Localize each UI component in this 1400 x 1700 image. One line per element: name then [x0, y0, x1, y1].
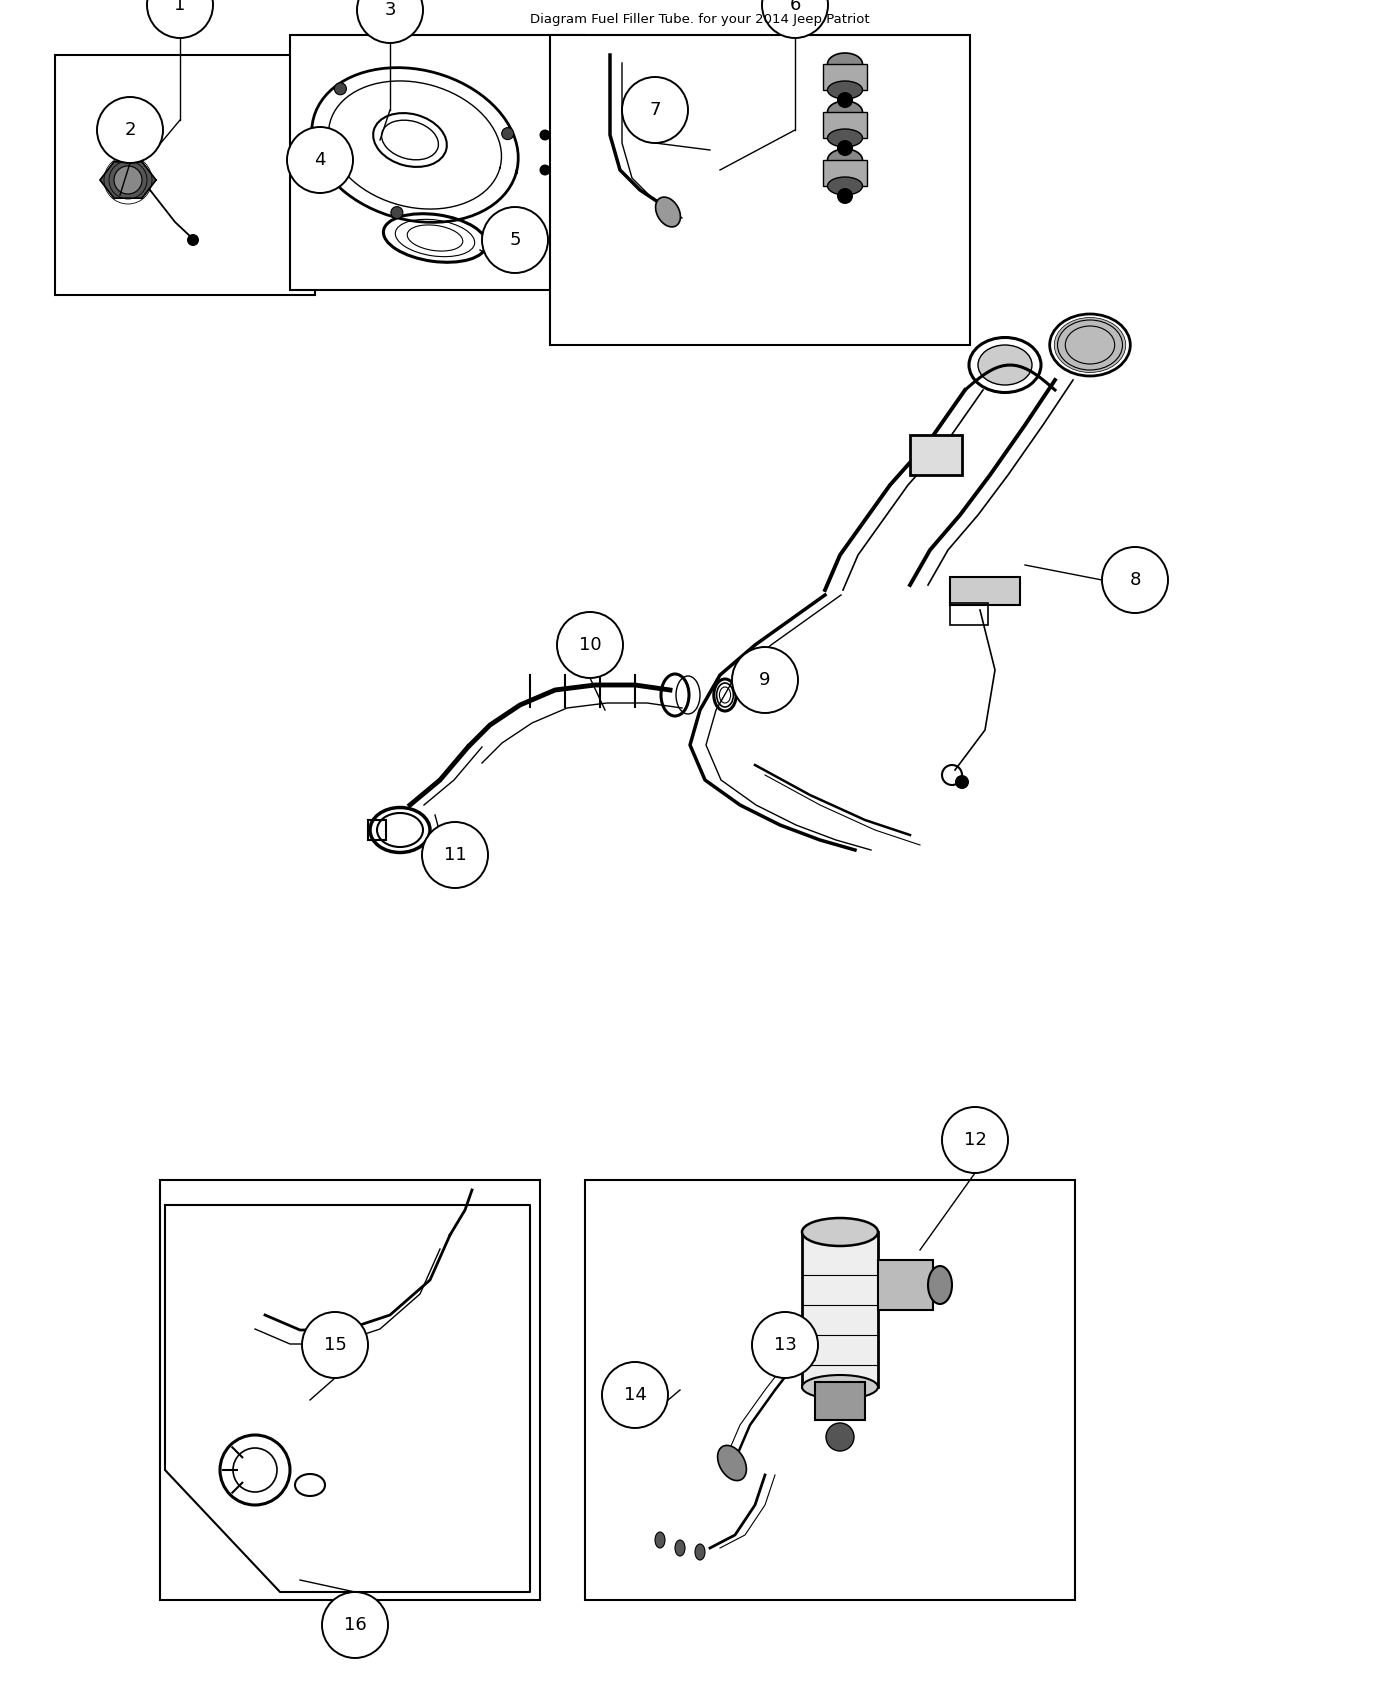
- Circle shape: [501, 128, 514, 139]
- Circle shape: [837, 92, 853, 109]
- Bar: [823, 65, 867, 90]
- Text: 9: 9: [759, 672, 771, 688]
- Circle shape: [557, 612, 623, 678]
- Text: 13: 13: [774, 1336, 797, 1353]
- Text: Diagram Fuel Filler Tube. for your 2014 Jeep Patriot: Diagram Fuel Filler Tube. for your 2014 …: [531, 14, 869, 27]
- Polygon shape: [165, 1205, 531, 1591]
- Circle shape: [837, 189, 853, 204]
- Ellipse shape: [802, 1217, 878, 1246]
- Ellipse shape: [1054, 318, 1126, 372]
- Circle shape: [622, 76, 687, 143]
- Circle shape: [302, 1312, 368, 1379]
- Bar: [55, 54, 315, 296]
- Circle shape: [335, 83, 346, 95]
- Circle shape: [539, 129, 550, 141]
- Circle shape: [1102, 547, 1168, 614]
- Circle shape: [762, 0, 827, 37]
- Ellipse shape: [979, 345, 1032, 384]
- Bar: [951, 576, 1021, 605]
- Circle shape: [391, 207, 403, 219]
- Bar: [290, 36, 585, 291]
- Bar: [951, 604, 988, 626]
- Text: 6: 6: [790, 0, 801, 14]
- Ellipse shape: [827, 53, 862, 75]
- Circle shape: [732, 648, 798, 712]
- Circle shape: [482, 207, 547, 274]
- Text: 2: 2: [125, 121, 136, 139]
- Circle shape: [147, 0, 213, 37]
- Circle shape: [826, 1423, 854, 1452]
- Ellipse shape: [827, 82, 862, 99]
- Text: 15: 15: [323, 1336, 346, 1353]
- Text: 4: 4: [314, 151, 326, 168]
- Circle shape: [539, 165, 550, 175]
- Bar: [160, 1180, 540, 1600]
- Bar: [550, 36, 970, 345]
- Ellipse shape: [802, 1375, 878, 1399]
- Bar: [815, 1382, 865, 1420]
- Text: 10: 10: [578, 636, 602, 654]
- Ellipse shape: [827, 150, 862, 172]
- Text: 3: 3: [384, 2, 396, 19]
- Circle shape: [752, 1312, 818, 1379]
- Circle shape: [837, 139, 853, 156]
- Ellipse shape: [718, 1445, 746, 1481]
- Ellipse shape: [694, 1544, 706, 1561]
- Bar: [823, 160, 867, 185]
- Ellipse shape: [928, 1266, 952, 1304]
- Ellipse shape: [827, 177, 862, 196]
- Bar: [823, 112, 867, 138]
- Ellipse shape: [655, 1532, 665, 1549]
- Circle shape: [322, 1591, 388, 1658]
- Circle shape: [357, 0, 423, 42]
- Circle shape: [421, 823, 489, 887]
- Text: 11: 11: [444, 847, 466, 864]
- Bar: [802, 1232, 878, 1387]
- Circle shape: [97, 97, 162, 163]
- Bar: [368, 819, 386, 840]
- Circle shape: [942, 1107, 1008, 1173]
- Bar: [585, 1180, 1075, 1600]
- Text: 7: 7: [650, 100, 661, 119]
- Circle shape: [188, 235, 199, 246]
- Bar: [878, 1260, 932, 1311]
- Text: 5: 5: [510, 231, 521, 248]
- Text: 16: 16: [343, 1617, 367, 1634]
- Ellipse shape: [827, 100, 862, 122]
- Text: 14: 14: [623, 1386, 647, 1404]
- Ellipse shape: [655, 197, 680, 226]
- Circle shape: [602, 1362, 668, 1428]
- Circle shape: [113, 167, 141, 194]
- Text: 8: 8: [1130, 571, 1141, 588]
- Ellipse shape: [827, 129, 862, 146]
- Circle shape: [955, 775, 969, 789]
- Text: 1: 1: [175, 0, 186, 14]
- Polygon shape: [99, 162, 155, 199]
- Text: 12: 12: [963, 1130, 987, 1149]
- Circle shape: [287, 128, 353, 194]
- Ellipse shape: [675, 1540, 685, 1556]
- Bar: [910, 435, 962, 474]
